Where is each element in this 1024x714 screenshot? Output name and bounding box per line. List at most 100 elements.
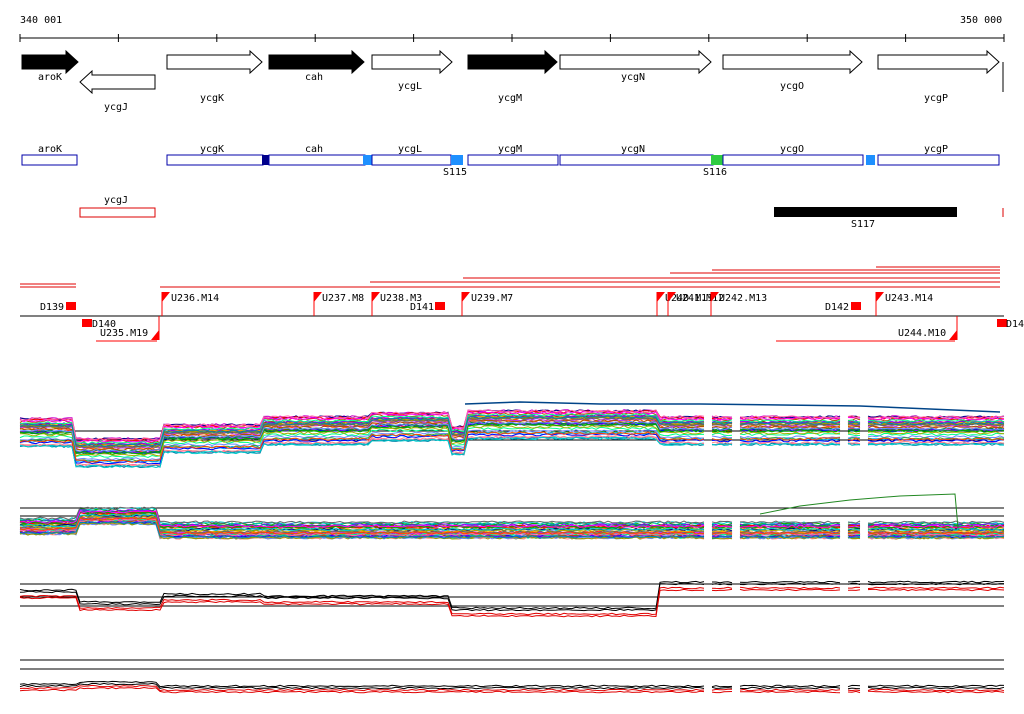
junction-green [711, 155, 723, 165]
expression-track-summary-2 [19, 659, 1005, 694]
marker-d140[interactable] [82, 319, 92, 327]
flag-u236[interactable] [162, 292, 170, 302]
feature-box-arok[interactable] [21, 154, 78, 166]
ruler: 340 001 350 000 [19, 15, 1005, 42]
ruler-ticks [19, 34, 1005, 42]
expression-series-line [19, 419, 1005, 451]
segment-label-s116: S116 [703, 167, 727, 178]
marker-label-d142: D142 [825, 302, 849, 313]
junction-dark-blue [262, 155, 270, 165]
marker-label-d14: D14 [1006, 319, 1024, 330]
reference-lines [20, 266, 1000, 288]
summary-series-line [19, 686, 1005, 694]
marker-d142[interactable] [851, 302, 861, 310]
gene-arrow-arok[interactable] [21, 49, 79, 75]
expression-series-line [19, 434, 1005, 467]
marker-label-d140: D140 [92, 319, 116, 330]
feature-box-ycgj[interactable] [79, 207, 156, 218]
flag-u238[interactable] [372, 292, 380, 302]
marker-label-d139: D139 [40, 302, 64, 313]
marker-label-u237: U237.M8 [322, 293, 364, 304]
marker-d139[interactable] [66, 302, 76, 310]
expression-series-line [19, 513, 1005, 532]
feature-box-ycgl[interactable] [371, 154, 452, 166]
expression-track-multi-2 [19, 493, 1005, 540]
segment-bar-s117[interactable] [774, 207, 957, 217]
ruler-start-label: 340 001 [20, 15, 62, 26]
summary-series-line [19, 580, 1005, 610]
junction-light-blue-3 [866, 155, 875, 165]
feature-label-ycgp: ycgP [924, 144, 948, 155]
feature-label-ycgo: ycgO [780, 144, 804, 155]
expression-series-line [19, 436, 1004, 469]
gene-label-ycgj: ycgJ [104, 102, 128, 113]
flag-u240[interactable] [657, 292, 665, 302]
junction-light-blue-1 [363, 155, 372, 165]
expression-series-line [759, 493, 959, 529]
gene-arrow-ycgm[interactable] [467, 49, 558, 75]
summary-series-line [19, 680, 1005, 688]
expression-series-line [19, 507, 1005, 526]
flag-u244[interactable] [949, 330, 957, 340]
marker-label-u236: U236.M14 [171, 293, 219, 304]
gene-label-ycgm: ycgM [498, 93, 522, 104]
feature-label-cah: cah [305, 144, 323, 155]
gene-arrow-ycgn[interactable] [559, 49, 712, 75]
summary-series-line [19, 684, 1005, 692]
gene-label-cah: cah [305, 72, 323, 83]
flag-u239[interactable] [462, 292, 470, 302]
expression-series-line [19, 410, 1005, 443]
gene-label-ycgo: ycgO [780, 81, 804, 92]
segment-label-s117: S117 [851, 219, 875, 230]
feature-box-ycgp[interactable] [877, 154, 1000, 166]
feature-box-ycgo[interactable] [722, 154, 864, 166]
gene-label-arok: aroK [38, 72, 62, 83]
summary-series-line [19, 582, 1004, 612]
gene-arrow-ycgl[interactable] [371, 49, 453, 75]
expression-series-line [19, 416, 1005, 449]
expression-series-line [19, 415, 1005, 447]
gene-arrow-ycgo[interactable] [722, 49, 863, 75]
expression-series-line [19, 431, 1005, 463]
feature-box-track-reverse: ycgJ S117 [79, 195, 1004, 230]
feature-label-ycgk: ycgK [200, 144, 224, 155]
summary-series-line [19, 586, 1005, 616]
marker-label-u235: U235.M19 [100, 328, 148, 339]
feature-label-ycgn: ycgN [621, 144, 645, 155]
gene-arrow-ycgp[interactable] [877, 49, 1000, 75]
marker-d14[interactable] [997, 319, 1007, 327]
expression-series-line [19, 511, 1005, 529]
feature-box-cah[interactable] [268, 154, 366, 166]
feature-box-ycgk[interactable] [166, 154, 264, 166]
gene-track: aroK ycgJ ycgK cah ycgL ycgM ycgN ycgO y… [21, 49, 1004, 113]
flag-u242[interactable] [711, 292, 719, 302]
feature-label-ycgj: ycgJ [104, 195, 128, 206]
flag-u241[interactable] [668, 292, 676, 302]
flag-u243[interactable] [876, 292, 884, 302]
expression-series-line [464, 401, 1001, 413]
flag-u237[interactable] [314, 292, 322, 302]
marker-label-u244: U244.M10 [898, 328, 946, 339]
gene-label-ycgp: ycgP [924, 93, 948, 104]
expression-series-line [19, 409, 1005, 441]
feature-box-ycgn[interactable] [559, 154, 714, 166]
expression-series-line [19, 433, 1004, 465]
gene-arrow-cah[interactable] [268, 49, 365, 75]
marker-d141[interactable] [435, 302, 445, 310]
gene-arrow-ycgj[interactable] [79, 69, 156, 95]
breakpoint-track: D139 U236.M14 U237.M8 U238.M3 D141 U239.… [20, 292, 1024, 342]
gene-label-ycgn: ycgN [621, 72, 645, 83]
expression-series-line [19, 506, 1005, 525]
flag-u235[interactable] [151, 330, 159, 340]
expression-series-line [19, 510, 1005, 528]
marker-label-u239: U239.M7 [471, 293, 513, 304]
expression-series-line [19, 420, 1005, 453]
feature-box-ycgm[interactable] [467, 154, 559, 166]
gene-arrow-ycgk[interactable] [166, 49, 263, 75]
expression-series-line [20, 429, 1005, 461]
feature-box-track-forward: aroK ycgK cah ycgL S115 ycgM ycgN S116 y… [21, 144, 1000, 178]
expression-track-summary-1 [19, 580, 1005, 618]
expression-series-line [19, 518, 1005, 537]
ruler-end-label: 350 000 [960, 15, 1002, 26]
